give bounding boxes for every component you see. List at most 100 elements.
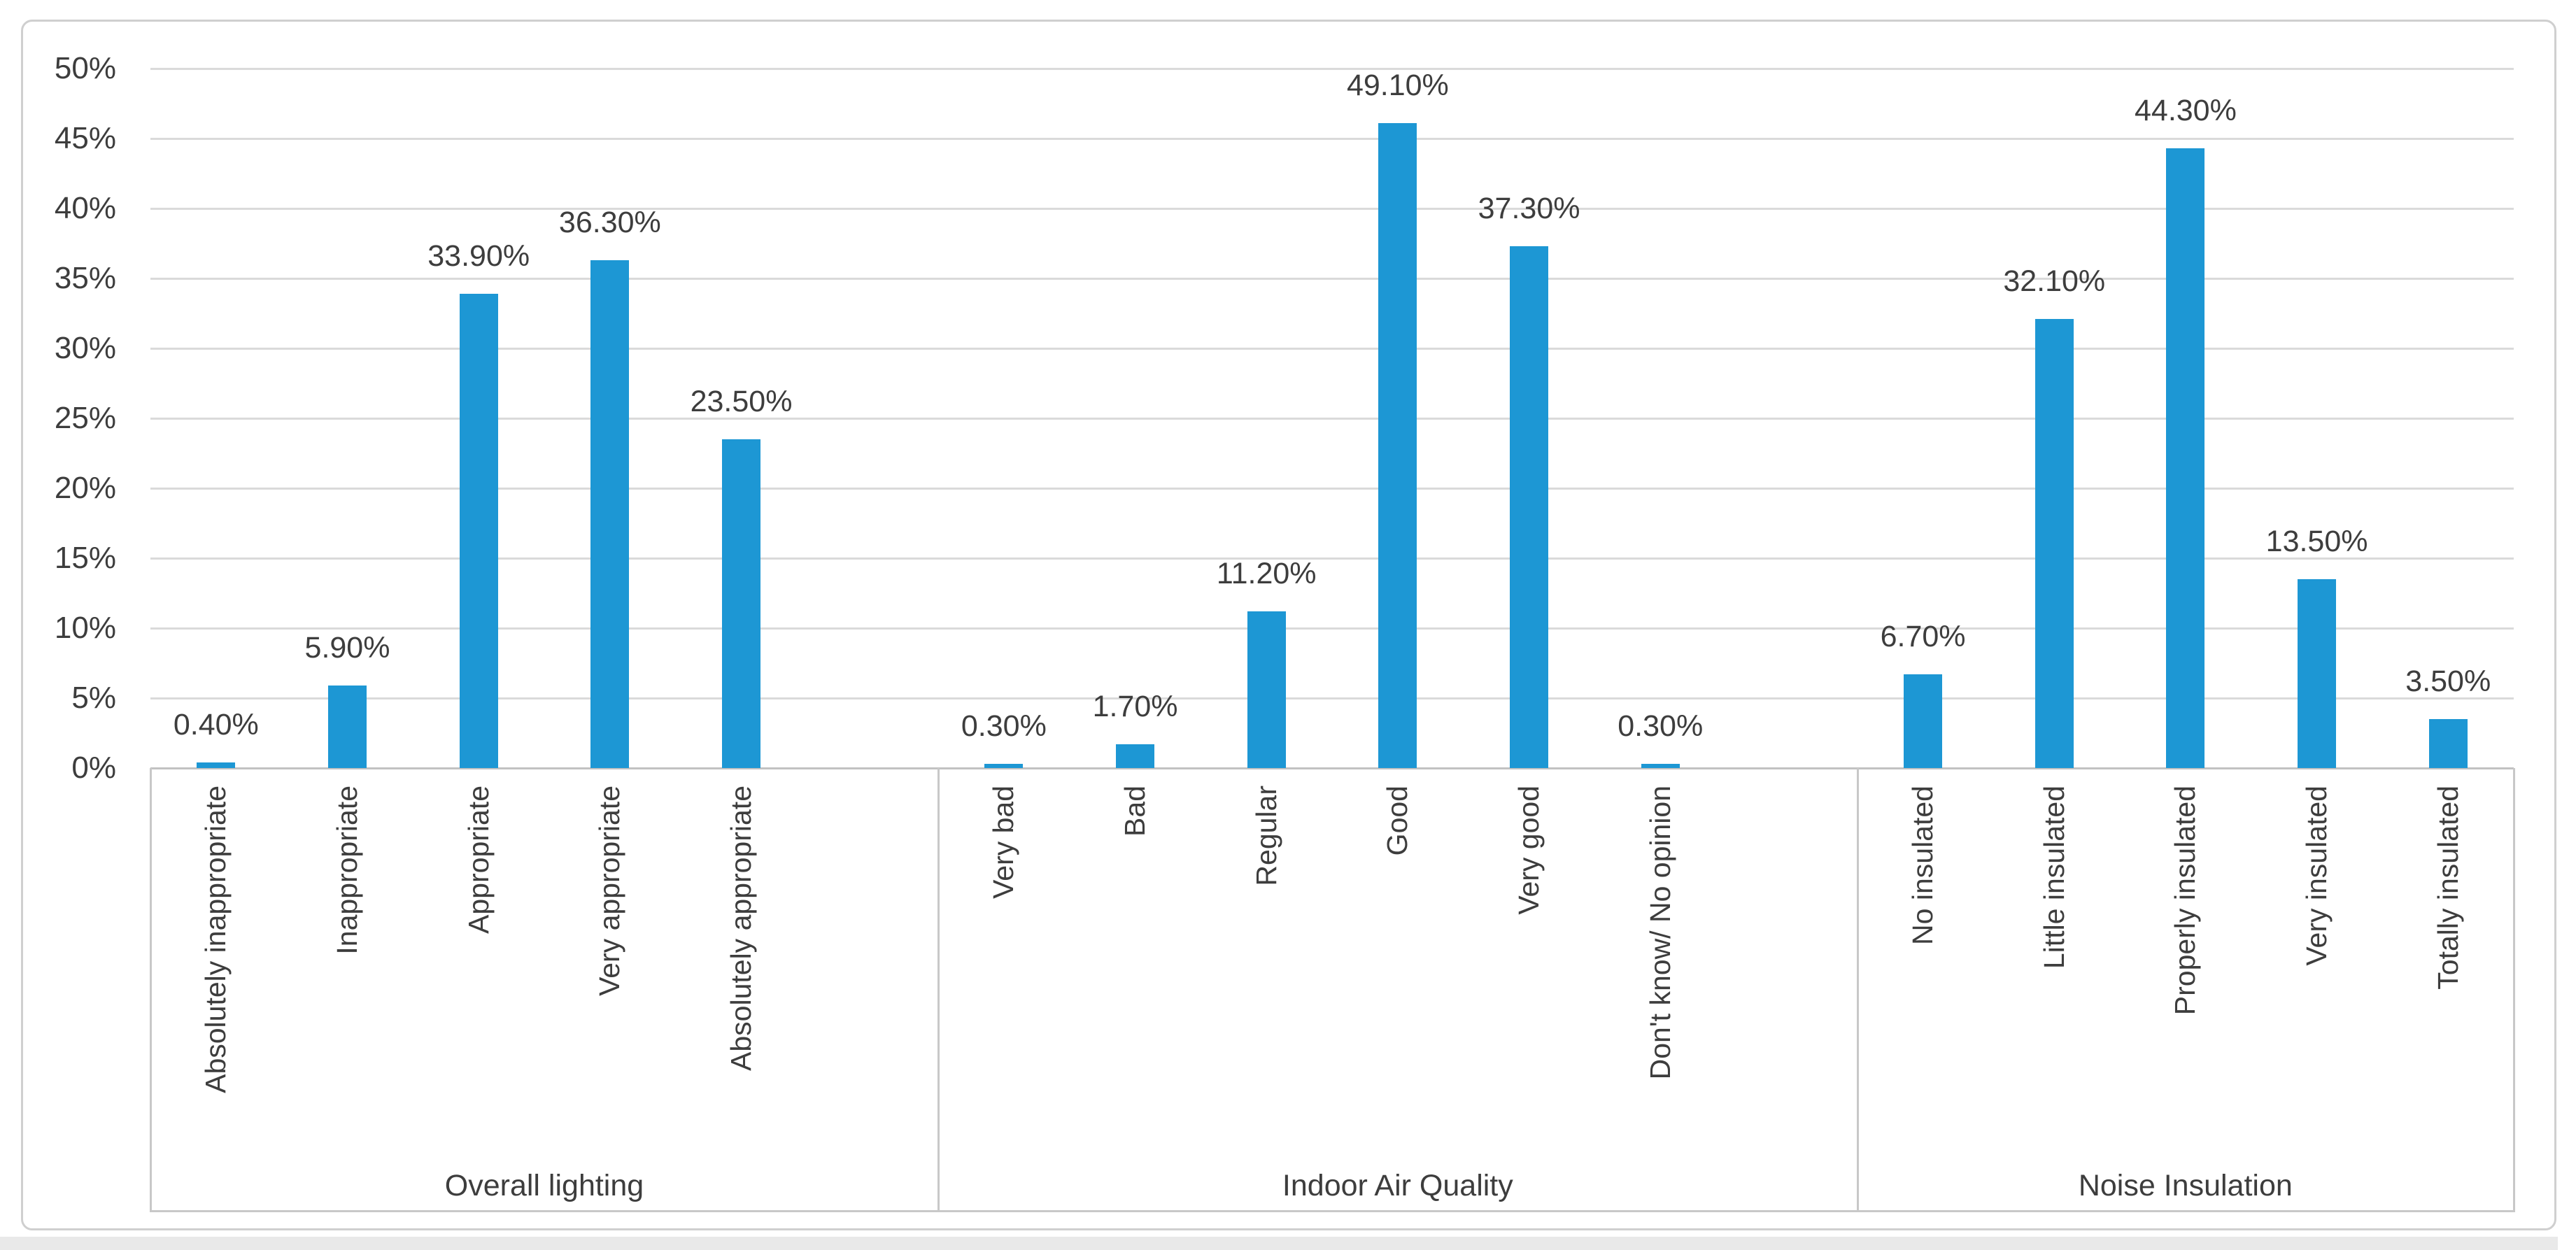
axis-divider — [1857, 768, 1859, 1212]
category-slot: 0.30% — [1594, 69, 1726, 768]
group-axis-labels: Overall lighting Indoor Air Quality Noise … — [150, 1163, 2514, 1208]
bar-value-label: 23.50% — [690, 385, 793, 418]
bar — [984, 764, 1024, 768]
category-slot: 0.40% — [150, 69, 282, 768]
bar — [2298, 579, 2337, 768]
gridline — [150, 68, 2514, 70]
axis-bottom-line — [150, 1210, 2514, 1212]
category-label-cell: Don't know/ No opinion — [1594, 786, 1726, 1205]
category-label: Very bad — [987, 786, 1020, 899]
bar-value-label: 6.70% — [1880, 620, 1966, 653]
bar — [722, 439, 761, 768]
gridline — [150, 208, 2514, 210]
bars-layer: 0.40% 5.90% 33.90% 36.30% 23.50% 0.30% 1.70% 11… — [150, 69, 2514, 768]
category-slot: 44.30% — [2120, 69, 2251, 768]
category-label: Very good — [1512, 786, 1545, 915]
category-label-cell: Little insulated — [1988, 786, 2120, 1205]
category-slot: 6.70% — [1857, 69, 1989, 768]
bar-value-label: 0.40% — [173, 708, 259, 741]
category-label: Don't know/ No opinion — [1643, 786, 1676, 1080]
category-slot: 32.10% — [1988, 69, 2120, 768]
y-tick-label: 50% — [54, 51, 116, 85]
bar — [2034, 319, 2074, 768]
y-tick-label: 40% — [54, 191, 116, 225]
category-label: Very insulated — [2300, 786, 2333, 966]
category-label: Absolutely appropriate — [724, 786, 757, 1071]
axis-divider — [937, 768, 940, 1212]
gridline — [150, 278, 2514, 280]
bar-value-label: 5.90% — [304, 631, 390, 665]
category-label-cell: Very appropriate — [544, 786, 676, 1205]
bar — [1904, 674, 1943, 768]
bar — [459, 294, 498, 768]
gridlines-layer — [23, 22, 2554, 1228]
category-label: Bad — [1118, 786, 1151, 837]
gridline — [150, 627, 2514, 630]
bar — [1116, 744, 1155, 768]
category-label-cell: No insulated — [1857, 786, 1989, 1205]
y-tick-label: 5% — [71, 681, 116, 715]
category-slot: 11.20% — [1201, 69, 1332, 768]
spacer-cell — [1726, 786, 1857, 1205]
y-tick-label: 35% — [54, 261, 116, 295]
category-slot: 1.70% — [1070, 69, 1201, 768]
category-label: Inappropriate — [330, 786, 363, 955]
bar-value-label: 0.30% — [1618, 709, 1704, 743]
bar-value-label: 32.10% — [2003, 264, 2106, 298]
bar-value-label: 33.90% — [427, 239, 530, 273]
bar-value-label: 0.30% — [961, 709, 1047, 743]
bar — [2428, 719, 2468, 768]
bar — [1247, 611, 1286, 768]
category-label-cell: Very good — [1464, 786, 1595, 1205]
category-slot: 0.30% — [938, 69, 1070, 768]
y-tick-label: 25% — [54, 401, 116, 435]
y-tick-label: 20% — [54, 471, 116, 505]
category-axis-box-lines — [23, 22, 2554, 1228]
category-label: Absolutely inappropriate — [199, 786, 232, 1093]
bar — [1641, 764, 1680, 768]
category-label: Regular — [1250, 786, 1282, 886]
category-label-cell: Absolutely appropriate — [676, 786, 807, 1205]
category-label-cell: Very insulated — [2251, 786, 2383, 1205]
category-label: Properly insulated — [2169, 786, 2202, 1016]
category-label: Appropriate — [462, 786, 495, 934]
axis-divider — [150, 768, 152, 1212]
bar — [1510, 246, 1549, 768]
category-slot: 33.90% — [413, 69, 544, 768]
category-slot: 37.30% — [1464, 69, 1595, 768]
category-label-cell: Bad — [1070, 786, 1201, 1205]
category-label-cell: Very bad — [938, 786, 1070, 1205]
category-slot: 49.10% — [1332, 69, 1464, 768]
category-slot: 3.50% — [2382, 69, 2514, 768]
category-label-cell: Inappropriate — [282, 786, 413, 1205]
gridline — [150, 348, 2514, 350]
spacer-cell — [807, 786, 938, 1205]
axis-divider — [2513, 768, 2515, 1212]
gridline — [150, 697, 2514, 699]
category-slot: 13.50% — [2251, 69, 2383, 768]
bar — [328, 686, 367, 768]
bar — [1378, 123, 1417, 768]
category-slot: 5.90% — [282, 69, 413, 768]
category-label-cell: Good — [1332, 786, 1464, 1205]
y-tick-label: 45% — [54, 121, 116, 155]
gridline — [150, 418, 2514, 420]
bar-value-label: 3.50% — [2405, 665, 2491, 698]
category-label: Good — [1381, 786, 1414, 856]
gridline — [150, 488, 2514, 490]
category-axis-labels: Absolutely inappropriate Inappropriate App… — [150, 786, 2514, 1205]
bar-value-label: 11.20% — [1216, 557, 1317, 590]
category-label-cell: Appropriate — [413, 786, 544, 1205]
category-label-cell: Absolutely inappropriate — [150, 786, 282, 1205]
page-bottom-strip — [0, 1237, 2558, 1250]
y-tick-label: 30% — [54, 331, 116, 365]
y-tick-label: 0% — [71, 751, 116, 785]
bar — [590, 260, 630, 768]
y-tick-label: 10% — [54, 611, 116, 645]
category-label: No insulated — [1906, 786, 1939, 945]
bar — [197, 762, 236, 768]
bar-value-label: 1.70% — [1092, 690, 1178, 723]
category-label: Little insulated — [2037, 786, 2070, 970]
y-tick-label: 15% — [54, 541, 116, 575]
